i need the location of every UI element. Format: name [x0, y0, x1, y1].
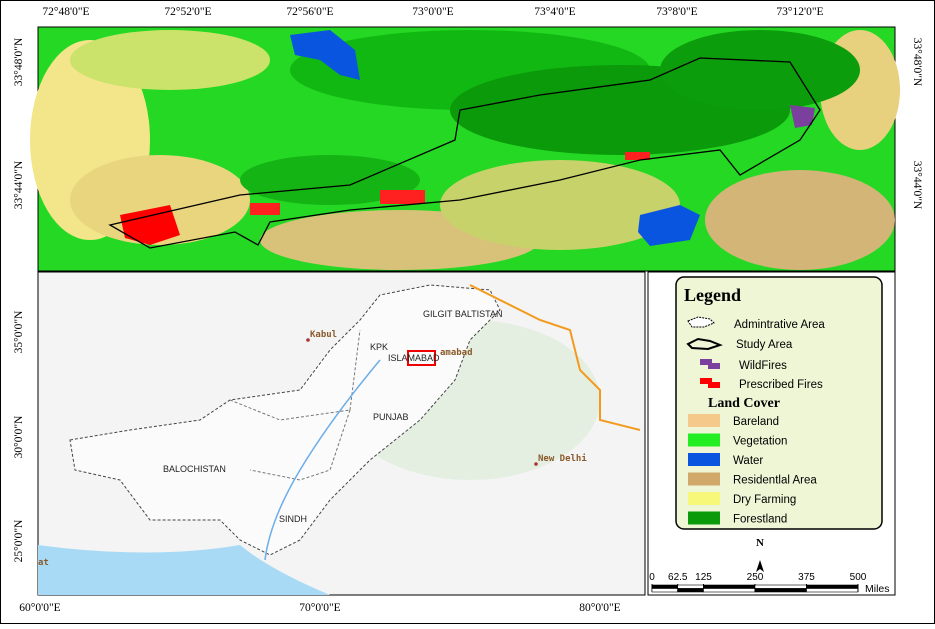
legend-symbol	[700, 378, 720, 388]
legend-subtitle: Land Cover	[708, 396, 780, 411]
pakistan-map	[37, 271, 646, 596]
legend-swatch	[688, 414, 720, 427]
coord-label: 80°0'0"E	[579, 602, 620, 614]
coord-label: 73°12'0"E	[776, 6, 823, 18]
scale-label: 250	[747, 572, 764, 583]
coord-label: 72°48'0"E	[42, 6, 89, 18]
place-label: PUNJAB	[373, 412, 409, 422]
coord-label: 73°0'0"E	[412, 6, 453, 18]
scale-label: 0	[649, 572, 655, 583]
scale-segment	[651, 588, 679, 593]
place-label: amabad	[440, 348, 473, 358]
legend-label: Water	[733, 455, 763, 467]
coord-label: 35°0'0"N	[13, 310, 25, 353]
coord-label: 33°48'0"N	[911, 38, 923, 87]
coord-label: 72°52'0"E	[164, 6, 211, 18]
legend-swatch	[688, 472, 720, 486]
legend-symbol	[700, 359, 720, 369]
legend-label: Bareland	[733, 416, 779, 428]
place-label: GILGIT BALTISTAN	[423, 309, 503, 319]
legend-swatch	[688, 453, 720, 466]
scale-segment	[703, 584, 756, 589]
coord-label: 30°0'0"N	[13, 415, 25, 458]
coord-label: 73°8'0"E	[656, 6, 697, 18]
scale-segment	[754, 588, 807, 593]
legend-label: Vegetation	[733, 436, 787, 448]
coord-label: 33°48'0"N	[13, 37, 25, 86]
place-label: ISLAMABAD	[388, 353, 440, 363]
legend-label: Prescribed Fires	[739, 379, 823, 391]
legend-label: Dry Farming	[733, 494, 796, 506]
legend-items: Admintrative Area Study Area WildFires Pres…	[686, 316, 825, 526]
scale-label: 62.5	[668, 572, 688, 583]
scale-label: 375	[798, 572, 815, 583]
legend-label: Study Area	[736, 339, 793, 351]
place-label: at	[38, 558, 49, 568]
legend-box	[675, 276, 883, 530]
scale-segment	[703, 588, 756, 593]
scale-segment	[806, 588, 859, 593]
coord-label: 72°56'0"E	[286, 6, 333, 18]
place-label: SINDH	[279, 514, 307, 524]
scale-segment	[754, 584, 807, 589]
place-label: Kabul	[310, 330, 337, 340]
coord-label: 70°0'0"E	[299, 602, 340, 614]
scale-segment	[806, 584, 859, 589]
place-label: New Delhi	[538, 453, 587, 464]
north-arrow	[756, 560, 764, 572]
coord-label: 73°4'0"E	[534, 6, 575, 18]
legend-swatch	[688, 511, 720, 525]
scale-segment	[677, 584, 704, 589]
legend-label: Admintrative Area	[734, 319, 825, 331]
coord-label: 33°44'0"N	[13, 160, 25, 209]
legend-label: Forestland	[733, 514, 787, 526]
legend-swatch	[688, 492, 720, 505]
coord-label: 25°0'0"N	[13, 519, 25, 562]
legend-label: Residentlal Area	[733, 475, 817, 487]
scale-unit: Miles	[865, 583, 890, 595]
scale-segment	[677, 588, 704, 593]
scale-label: 500	[850, 572, 867, 583]
legend-swatch	[688, 433, 720, 447]
study-area-map	[30, 26, 900, 272]
place-label: BALOCHISTAN	[163, 464, 226, 474]
legend-symbol	[686, 337, 723, 351]
scale-segment	[651, 584, 679, 589]
legend-title: Legend	[684, 285, 741, 305]
coord-label: 33°44'0"N	[911, 161, 923, 210]
coord-label: 60°0'0"E	[19, 602, 60, 614]
north-label: N	[756, 537, 764, 549]
legend-symbol	[687, 316, 715, 328]
legend-label: WildFires	[739, 360, 787, 372]
place-label: KPK	[370, 342, 388, 352]
scale-label: 125	[695, 572, 712, 583]
